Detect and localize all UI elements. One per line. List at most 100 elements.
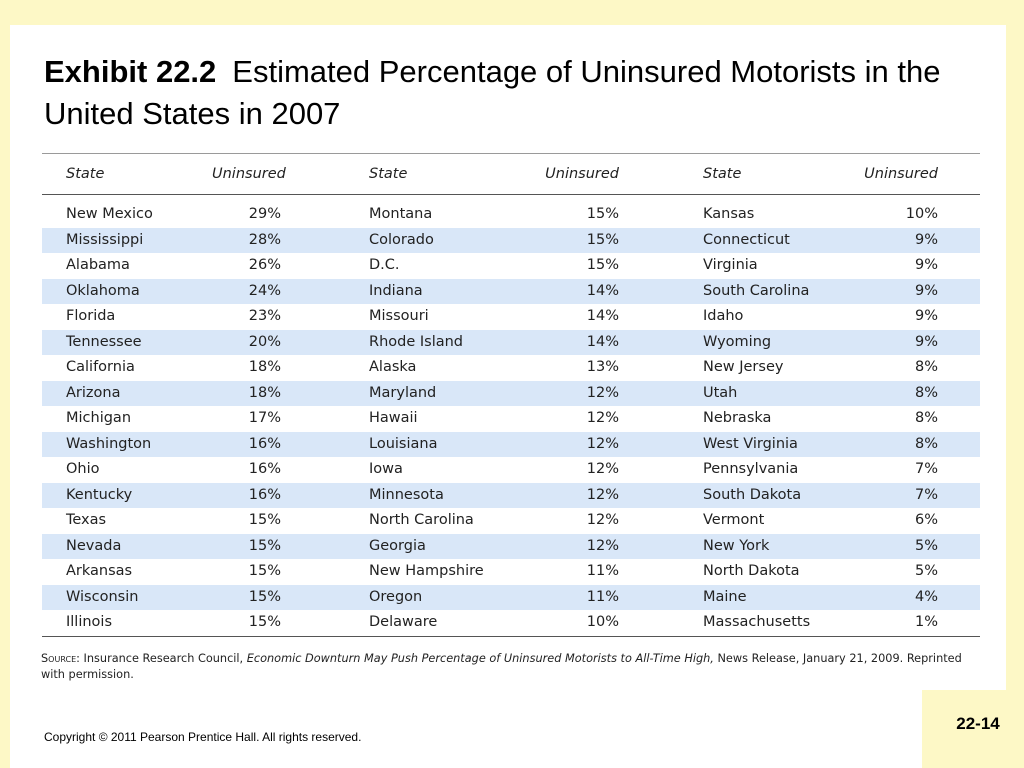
table-row: New Mexico 29% Montana 15% Kansas 10% (42, 202, 980, 228)
cell-uninsured-3: 9% (914, 333, 938, 350)
cell-state-2: Missouri (369, 308, 429, 324)
cell-state-1: Kentucky (66, 486, 133, 503)
cell-uninsured-2: 12% (586, 461, 619, 477)
cell-state-1: Washington (66, 435, 152, 452)
cell-state-1: Florida (66, 308, 116, 324)
cell-uninsured-1: 15% (248, 588, 281, 605)
cell-state-3: South Carolina (703, 282, 810, 299)
cell-uninsured-3: 7% (914, 461, 938, 477)
table-body: New Mexico 29% Montana 15% Kansas 10% Mississi… (42, 202, 980, 636)
header-uninsured-1: Uninsured (212, 166, 286, 182)
cell-uninsured-3: 9% (914, 257, 938, 273)
cell-uninsured-1: 16% (248, 486, 281, 503)
cell-state-1: Michigan (66, 410, 132, 426)
table-header-row: State Uninsured State Uninsured State Un… (42, 154, 980, 194)
cell-state-3: Wyoming (703, 333, 772, 350)
cell-state-1: Mississippi (66, 231, 144, 248)
cell-state-3: Idaho (703, 308, 744, 324)
cell-state-2: D.C. (369, 257, 400, 273)
source-note: Source: Insurance Research Council, Econ… (41, 651, 971, 683)
cell-uninsured-2: 12% (586, 537, 619, 554)
cell-uninsured-1: 23% (248, 308, 281, 324)
header-state-1: State (66, 166, 105, 182)
cell-uninsured-2: 12% (586, 384, 619, 401)
cell-state-3: West Virginia (703, 435, 798, 452)
cell-state-2: North Carolina (369, 512, 474, 528)
cell-state-1: New Mexico (66, 206, 153, 222)
cell-uninsured-2: 11% (586, 563, 619, 579)
page-number-box: 22-14 (922, 690, 1024, 768)
cell-uninsured-2: 15% (586, 231, 619, 248)
cell-state-3: Pennsylvania (703, 461, 799, 477)
cell-state-3: Kansas (703, 206, 755, 222)
cell-state-2: Montana (369, 206, 433, 222)
cell-state-1: Nevada (66, 537, 122, 554)
table-row: Oklahoma 24% Indiana 14% South Carolina 9% (42, 278, 980, 304)
cell-state-2: Iowa (369, 461, 403, 477)
cell-uninsured-2: 10% (586, 614, 619, 630)
cell-state-3: Connecticut (703, 231, 790, 248)
header-state-2: State (369, 166, 408, 182)
cell-uninsured-2: 14% (586, 282, 619, 299)
cell-uninsured-1: 29% (248, 206, 281, 222)
copyright-notice: Copyright © 2011 Pearson Prentice Hall. … (44, 730, 362, 744)
cell-state-2: Georgia (369, 537, 426, 554)
cell-uninsured-3: 9% (914, 308, 938, 324)
table-row: Tennessee 20% Rhode Island 14% Wyoming 9% (42, 329, 980, 355)
cell-uninsured-3: 8% (914, 384, 938, 401)
cell-state-3: New Jersey (703, 359, 784, 375)
cell-uninsured-2: 12% (586, 435, 619, 452)
cell-state-1: California (66, 359, 135, 375)
cell-uninsured-2: 14% (586, 308, 619, 324)
cell-uninsured-1: 18% (248, 359, 281, 375)
cell-uninsured-3: 5% (914, 563, 938, 579)
cell-state-3: Nebraska (703, 410, 772, 426)
cell-uninsured-3: 6% (914, 512, 938, 528)
cell-uninsured-2: 12% (586, 512, 619, 528)
cell-state-2: Oregon (369, 588, 423, 605)
cell-uninsured-1: 15% (248, 614, 281, 630)
cell-uninsured-1: 17% (248, 410, 281, 426)
slide-title: Exhibit 22.2 Estimated Percentage of Unin… (44, 51, 994, 135)
cell-uninsured-1: 26% (248, 257, 281, 273)
cell-state-1: Illinois (66, 614, 113, 630)
table-row: Nevada 15% Georgia 12% New York 5% (42, 533, 980, 559)
cell-state-1: Ohio (66, 461, 100, 477)
cell-state-2: Louisiana (369, 435, 438, 452)
cell-state-3: South Dakota (703, 486, 802, 503)
source-suffix: News Release, January 21, 2009. Reprinte… (41, 652, 962, 681)
table-row: Arkansas 15% New Hampshire 11% North Dakota 5… (42, 559, 980, 585)
table-row: Wisconsin 15% Oregon 11% Maine 4% (42, 584, 980, 610)
cell-uninsured-2: 15% (586, 206, 619, 222)
cell-uninsured-3: 5% (914, 537, 938, 554)
cell-uninsured-1: 15% (248, 512, 281, 528)
cell-state-3: Virginia (703, 257, 758, 273)
table-row: Florida 23% Missouri 14% Idaho 9% (42, 304, 980, 330)
cell-uninsured-3: 1% (914, 614, 938, 630)
cell-uninsured-2: 15% (586, 257, 619, 273)
cell-uninsured-2: 12% (586, 410, 619, 426)
header-uninsured-3: Uninsured (864, 166, 938, 182)
cell-state-2: Delaware (369, 614, 438, 630)
cell-uninsured-3: 8% (914, 359, 938, 375)
table-row: Illinois 15% Delaware 10% Massachusetts 1% (42, 610, 980, 636)
cell-state-2: New Hampshire (369, 563, 484, 579)
table-row: Texas 15% North Carolina 12% Vermont 6% (42, 508, 980, 534)
cell-uninsured-1: 28% (248, 231, 281, 248)
cell-state-1: Wisconsin (66, 588, 139, 605)
cell-state-1: Texas (66, 512, 107, 528)
cell-uninsured-1: 16% (248, 461, 281, 477)
cell-state-2: Alaska (369, 359, 417, 375)
page-number: 22-14 (956, 714, 1000, 733)
cell-state-1: Arizona (66, 384, 121, 401)
header-state-3: State (703, 166, 742, 182)
cell-uninsured-1: 15% (248, 537, 281, 554)
cell-state-1: Tennessee (66, 333, 142, 350)
table-bottom-rule (42, 636, 980, 637)
table-header-rule (42, 194, 980, 195)
cell-uninsured-2: 12% (586, 486, 619, 503)
table-row: Ohio 16% Iowa 12% Pennsylvania 7% (42, 457, 980, 483)
cell-state-1: Alabama (66, 257, 130, 273)
table-row: Alabama 26% D.C. 15% Virginia 9% (42, 253, 980, 279)
cell-uninsured-2: 11% (586, 588, 619, 605)
